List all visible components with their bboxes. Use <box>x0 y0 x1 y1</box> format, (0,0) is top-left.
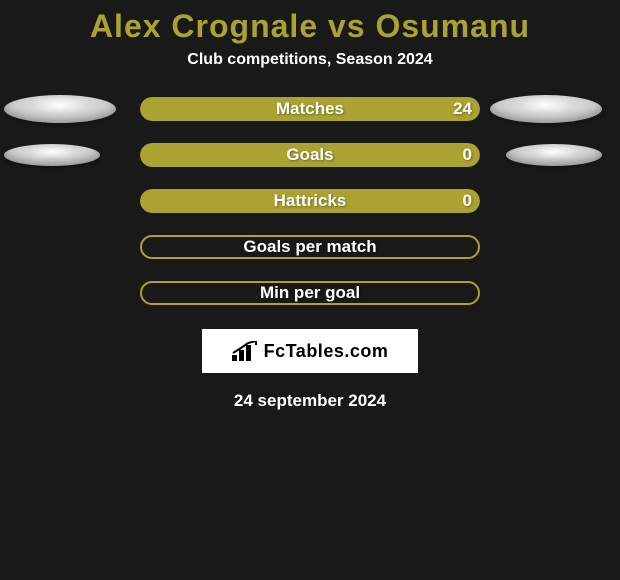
player-left-oval <box>4 144 100 166</box>
stat-label: Hattricks <box>274 191 347 211</box>
stat-value-right: 24 <box>453 99 472 119</box>
stat-row-matches: Matches 24 <box>0 97 620 121</box>
stat-label: Min per goal <box>260 283 360 303</box>
stat-bar: Min per goal <box>140 281 480 305</box>
stat-value-right: 0 <box>463 145 472 165</box>
player-right-oval <box>490 95 602 123</box>
stat-bar: Hattricks 0 <box>140 189 480 213</box>
stat-row-hattricks: Hattricks 0 <box>0 189 620 213</box>
page-title: Alex Crognale vs Osumanu <box>0 0 620 45</box>
fctables-logo-icon <box>232 341 258 361</box>
stat-bar-fill-right <box>310 143 480 167</box>
subtitle: Club competitions, Season 2024 <box>0 51 620 69</box>
player-left-oval <box>4 95 116 123</box>
date-line: 24 september 2024 <box>0 391 620 411</box>
logo-box: FcTables.com <box>202 329 418 373</box>
stat-label: Matches <box>276 99 344 119</box>
stat-bar: Matches 24 <box>140 97 480 121</box>
stat-label: Goals <box>286 145 333 165</box>
stat-bar: Goals per match <box>140 235 480 259</box>
stat-rows: Matches 24 Goals 0 Hattricks 0 <box>0 97 620 305</box>
stat-row-min-per-goal: Min per goal <box>0 281 620 305</box>
player-right-oval <box>506 144 602 166</box>
stat-bar-fill-left <box>140 143 310 167</box>
stat-row-goals: Goals 0 <box>0 143 620 167</box>
stat-row-goals-per-match: Goals per match <box>0 235 620 259</box>
comparison-card: Alex Crognale vs Osumanu Club competitio… <box>0 0 620 580</box>
stat-label: Goals per match <box>243 237 376 257</box>
logo-text: FcTables.com <box>264 341 389 362</box>
stat-bar: Goals 0 <box>140 143 480 167</box>
stat-value-right: 0 <box>463 191 472 211</box>
